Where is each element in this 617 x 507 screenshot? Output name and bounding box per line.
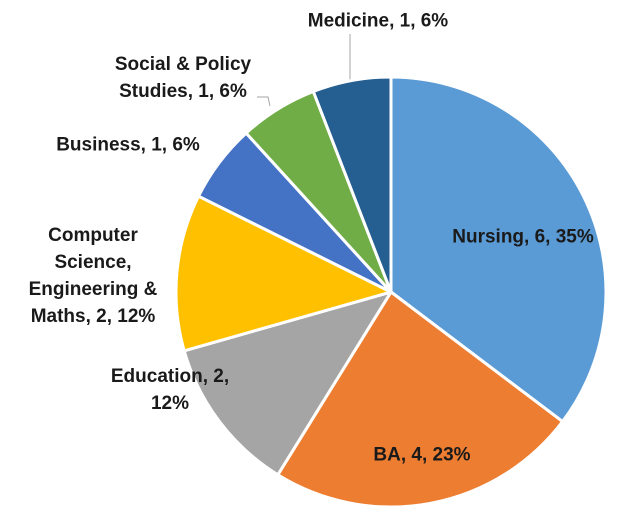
slice-label: Business, 1, 6% <box>56 134 200 156</box>
slice-label: BA, 4, 23% <box>373 444 471 466</box>
leader-line <box>257 96 271 107</box>
slice-label: Education, 2, 12% <box>110 366 230 414</box>
pie-slice <box>276 290 565 507</box>
pie-slice <box>311 75 393 294</box>
pie-slice <box>389 75 608 424</box>
slice-label: Social & Policy Studies, 1, 6% <box>114 54 252 102</box>
pie-slice <box>174 194 393 353</box>
slice-label: Medicine, 1, 6% <box>307 10 449 32</box>
pie-slice <box>182 290 393 477</box>
slice-label: Computer Science, Engineering & Maths, 2… <box>28 225 158 327</box>
slice-label: Nursing, 6, 35% <box>452 226 594 248</box>
